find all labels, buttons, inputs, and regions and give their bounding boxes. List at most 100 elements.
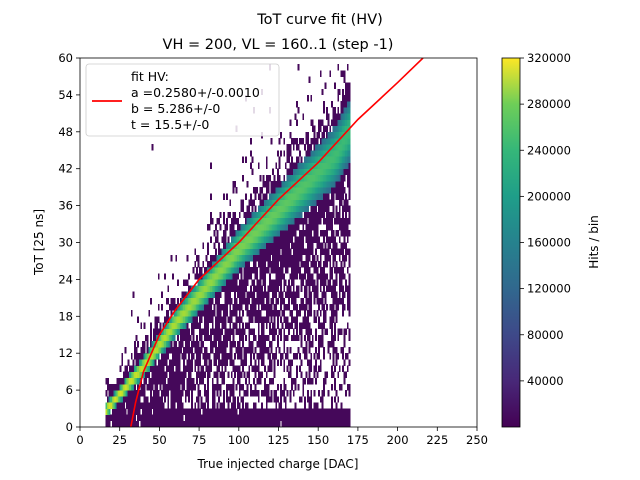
heatmap-cell xyxy=(172,304,174,311)
heatmap-cell xyxy=(122,396,125,403)
heatmap-cell xyxy=(245,377,248,385)
heatmap-cell xyxy=(165,420,168,427)
heatmap-cell xyxy=(348,181,351,188)
heatmap-cell xyxy=(119,390,122,397)
heatmap-cell xyxy=(232,230,235,237)
heatmap-cell xyxy=(294,316,297,323)
heatmap-cell xyxy=(176,316,179,323)
heatmap-cell xyxy=(222,347,225,354)
heatmap-cell xyxy=(184,390,187,397)
heatmap-cell xyxy=(295,334,298,342)
heatmap-cell xyxy=(214,328,217,336)
heatmap-cell xyxy=(338,420,341,427)
heatmap-cell xyxy=(319,322,322,329)
heatmap-cell xyxy=(251,420,254,427)
heatmap-cell xyxy=(278,230,281,237)
heatmap-cell xyxy=(203,322,206,329)
heatmap-cell xyxy=(229,211,232,219)
heatmap-cell xyxy=(308,334,311,342)
heatmap-cell xyxy=(346,230,349,237)
heatmap-cell xyxy=(237,230,240,237)
heatmap-cell xyxy=(197,340,200,348)
heatmap-cell xyxy=(278,408,281,415)
heatmap-cell xyxy=(281,273,284,280)
heatmap-cell xyxy=(108,402,111,409)
heatmap-cell xyxy=(214,353,217,360)
heatmap-cell xyxy=(327,131,330,139)
heatmap-cell xyxy=(178,310,181,317)
heatmap-cell xyxy=(265,408,268,415)
heatmap-cell xyxy=(276,359,279,366)
heatmap-cell xyxy=(149,297,152,305)
heatmap-cell xyxy=(294,414,297,422)
heatmap-cell xyxy=(280,414,282,422)
heatmap-cell xyxy=(343,199,346,206)
heatmap-cell xyxy=(237,414,240,422)
heatmap-cell xyxy=(302,304,305,311)
heatmap-cell xyxy=(300,211,303,219)
heatmap-cell xyxy=(160,402,163,409)
heatmap-cell xyxy=(330,150,333,157)
heatmap-cell xyxy=(227,291,230,299)
heatmap-cell xyxy=(292,242,295,249)
heatmap-cell xyxy=(324,144,327,151)
heatmap-cell xyxy=(253,291,255,299)
heatmap-cell xyxy=(270,347,273,354)
heatmap-cell xyxy=(162,359,165,366)
heatmap-cell xyxy=(335,144,338,151)
x-axis-label: True injected charge [DAC] xyxy=(197,457,359,471)
heatmap-cell xyxy=(273,285,276,292)
heatmap-cell xyxy=(184,304,187,311)
heatmap-cell xyxy=(153,390,155,397)
heatmap-cell xyxy=(327,162,330,169)
heatmap-cell xyxy=(307,297,309,305)
heatmap-cell xyxy=(248,211,251,219)
heatmap-cell xyxy=(278,174,281,182)
heatmap-cell xyxy=(335,310,338,317)
heatmap-cell xyxy=(294,211,297,219)
heatmap-cell xyxy=(311,285,314,292)
heatmap-cell xyxy=(170,365,173,372)
heatmap-cell xyxy=(184,414,187,422)
heatmap-cell xyxy=(257,224,260,231)
heatmap-cell xyxy=(165,414,168,422)
heatmap-cell xyxy=(295,254,298,262)
heatmap-cell xyxy=(157,353,160,360)
heatmap-cell xyxy=(154,390,157,397)
heatmap-cell xyxy=(289,260,292,268)
heatmap-cell xyxy=(187,420,190,427)
heatmap-cell xyxy=(319,125,322,133)
heatmap-cell xyxy=(289,193,292,200)
heatmap-cell xyxy=(141,365,144,372)
heatmap-cell xyxy=(318,273,321,280)
heatmap-cell xyxy=(303,181,306,188)
heatmap-cell xyxy=(164,420,167,427)
heatmap-cell xyxy=(119,383,122,391)
heatmap-cell xyxy=(202,310,205,317)
heatmap-cell xyxy=(127,402,130,409)
heatmap-cell xyxy=(311,420,314,427)
heatmap-cell xyxy=(154,328,157,336)
heatmap-cell xyxy=(294,377,297,385)
heatmap-cell xyxy=(218,297,221,305)
heatmap-cell xyxy=(338,187,341,194)
heatmap-cell xyxy=(180,322,182,329)
heatmap-cell xyxy=(270,285,273,292)
heatmap-cell xyxy=(113,383,116,391)
heatmap-cell xyxy=(241,279,244,286)
heatmap-cell xyxy=(246,402,249,409)
heatmap-cell xyxy=(202,353,205,360)
heatmap-cell xyxy=(181,322,184,329)
heatmap-cell xyxy=(146,353,149,360)
heatmap-cell xyxy=(259,310,262,317)
heatmap-cell xyxy=(194,414,197,422)
heatmap-cell xyxy=(226,414,228,422)
heatmap-cell xyxy=(145,420,147,427)
heatmap-cell xyxy=(195,316,198,323)
heatmap-cell xyxy=(318,168,321,176)
colorbar-tick-label: 280000 xyxy=(527,97,571,111)
heatmap-cell xyxy=(135,365,138,372)
heatmap-cell xyxy=(140,420,143,427)
heatmap-cell xyxy=(229,359,232,366)
heatmap-cell xyxy=(289,168,292,176)
